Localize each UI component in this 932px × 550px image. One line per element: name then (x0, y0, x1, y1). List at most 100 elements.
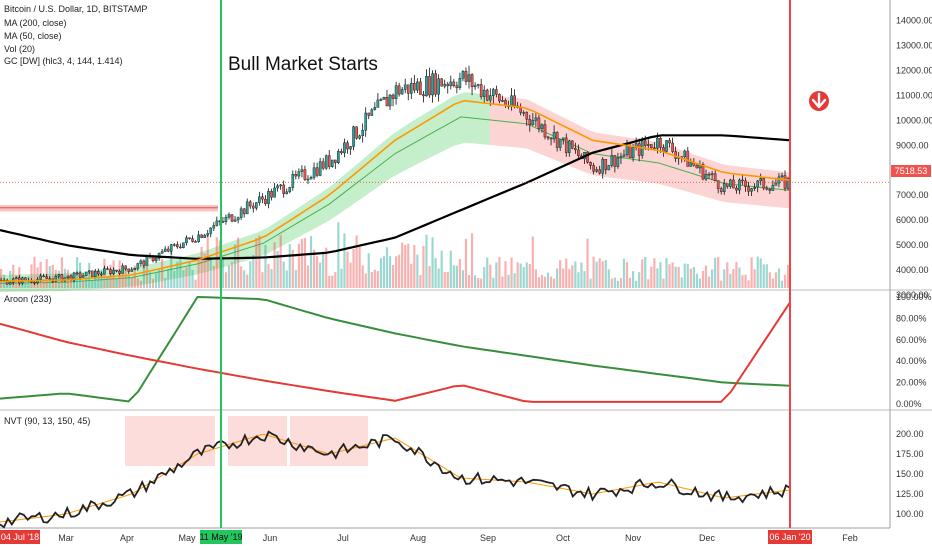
volume-bar (410, 263, 413, 288)
volume-bar (100, 269, 103, 288)
candle-body (501, 100, 504, 102)
volume-bar (744, 274, 747, 288)
volume-bar (106, 277, 109, 288)
volume-bar (644, 256, 647, 288)
candle-body (741, 179, 744, 182)
candle-body (443, 83, 447, 87)
volume-bar (431, 237, 434, 288)
candle-body (604, 159, 608, 171)
volume-bar (446, 271, 449, 288)
volume-bar (553, 278, 556, 288)
candle-body (437, 78, 440, 95)
volume-bar (768, 272, 771, 288)
gc-mid-line (0, 116, 791, 284)
volume-bar (297, 243, 300, 288)
candle-body (729, 179, 732, 187)
aroon-pane[interactable] (0, 295, 791, 403)
candle-body (172, 244, 176, 246)
candle-body (127, 268, 131, 272)
volume-bar (33, 256, 36, 288)
volume-bar (121, 268, 124, 288)
candle-body (422, 94, 425, 97)
candle-body (188, 237, 191, 239)
time-tick-label: Dec (699, 533, 716, 543)
volume-bar (516, 262, 519, 288)
time-tick-label: May (178, 533, 196, 543)
volume-bar (151, 278, 155, 288)
candle-body (665, 140, 668, 152)
volume-bar (519, 263, 522, 288)
nvt-pane[interactable] (0, 416, 791, 529)
candle-body (291, 174, 295, 188)
candle-body (756, 180, 759, 188)
aroon-tick-label: 20.00% (896, 378, 927, 388)
candle-body (373, 107, 377, 110)
ma200-legend[interactable]: MA (200, close) (4, 18, 67, 28)
candle-body (236, 217, 240, 221)
aroon-tick-label: 0.00% (896, 399, 922, 409)
gc-legend[interactable]: GC [DW] (hlc3, 4, 144, 1.414) (4, 56, 123, 66)
symbol-legend[interactable]: Bitcoin / U.S. Dollar, 1D, BITSTAMP (4, 4, 147, 14)
candle-body (725, 183, 729, 187)
candle-body (762, 178, 766, 189)
volume-bar (212, 265, 215, 288)
candle-body (324, 155, 328, 169)
price-pane[interactable] (0, 65, 890, 293)
volume-bar (732, 268, 735, 288)
volume-bar (346, 251, 349, 288)
volume-bar (337, 222, 340, 288)
nvt-legend[interactable]: NVT (90, 13, 150, 45) (4, 416, 90, 426)
candle-body (488, 95, 492, 101)
volume-bar (206, 235, 209, 288)
candle-body (759, 178, 763, 182)
candle-body (479, 84, 483, 97)
volume-bar (258, 235, 261, 288)
volume-bar (589, 278, 592, 288)
volume-bar (176, 261, 179, 288)
volume-bar (428, 266, 431, 288)
candle-body (780, 175, 784, 178)
vol-legend[interactable]: Vol (20) (4, 44, 35, 54)
candle-body (352, 126, 355, 147)
volume-bar (240, 266, 243, 288)
volume-bar (683, 263, 686, 288)
volume-bar (246, 274, 249, 288)
volume-bar (419, 275, 422, 288)
price-tick-label: 7000.00 (896, 190, 929, 200)
volume-bar (27, 276, 30, 288)
candle-body (385, 97, 389, 107)
aroon-legend[interactable]: Aroon (233) (4, 294, 52, 304)
ma50-legend[interactable]: MA (50, close) (4, 31, 62, 41)
candle-body (735, 187, 738, 191)
volume-bar (601, 261, 604, 288)
candle-body (255, 202, 258, 209)
volume-bar (470, 233, 474, 288)
volume-bar (388, 256, 392, 288)
candle-body (258, 196, 261, 203)
volume-bar (489, 264, 492, 288)
time-tick-label: Jul (337, 533, 349, 543)
candle-body (118, 270, 121, 274)
candle-body (656, 137, 659, 149)
volume-bar (692, 267, 695, 288)
candle-body (133, 268, 137, 271)
candle-body (346, 142, 349, 150)
price-tick-label: 6000.00 (896, 215, 929, 225)
candle-body (616, 157, 620, 167)
volume-bar (546, 272, 550, 288)
candle-body (492, 89, 495, 96)
volume-bar (492, 277, 495, 288)
volume-bar (595, 261, 598, 288)
candle-body (768, 189, 772, 191)
time-tick-label: Feb (842, 533, 858, 543)
volume-bar (680, 277, 683, 288)
candle-body (607, 165, 611, 171)
volume-bar (543, 276, 547, 288)
candle-body (713, 173, 717, 181)
nvt-tick-label: 100.00 (896, 509, 924, 519)
volume-bar (282, 261, 285, 288)
candle-body (358, 135, 361, 139)
price-tick-label: 3000.00 (896, 290, 929, 300)
volume-bar (191, 270, 194, 288)
